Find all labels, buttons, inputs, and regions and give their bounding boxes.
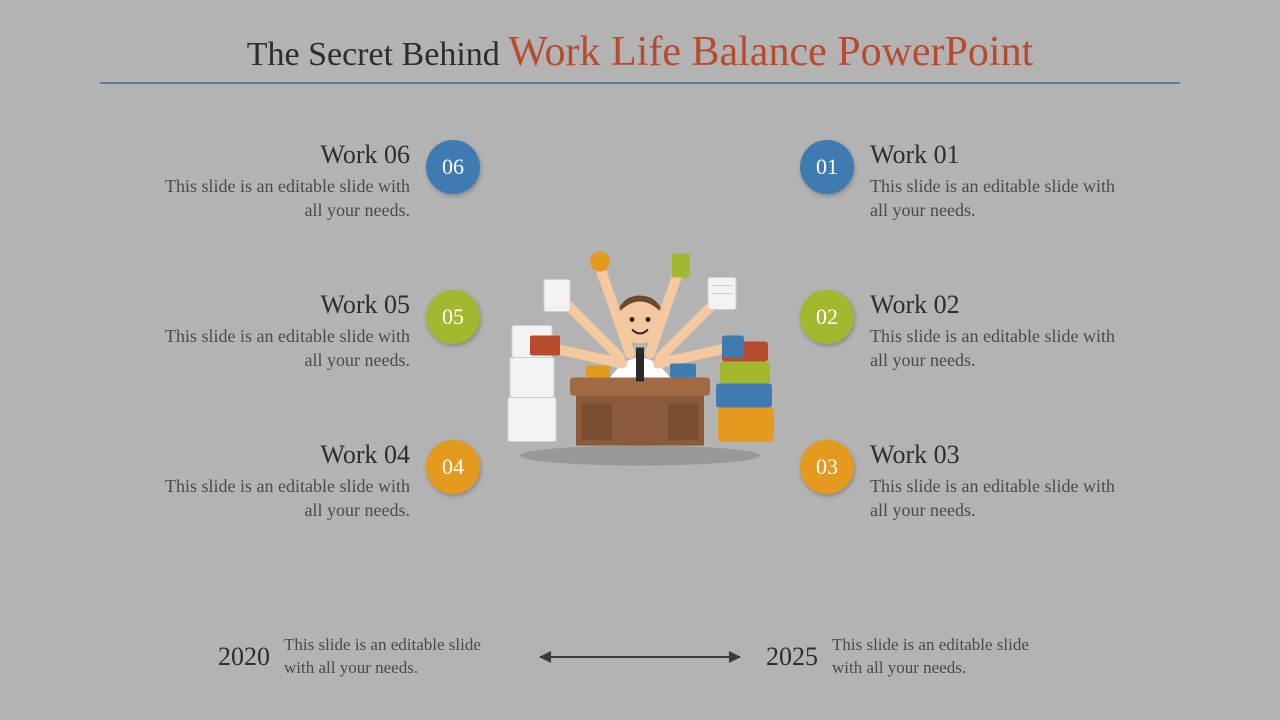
item-title: Work 04 xyxy=(150,440,410,470)
title-highlight: Work Life Balance PowerPoint xyxy=(508,29,1033,75)
badge-03: 03 xyxy=(800,440,854,494)
timeline-start: 2020 This slide is an editable slide wit… xyxy=(218,634,514,680)
badge-01: 01 xyxy=(800,140,854,194)
timeline-start-text: This slide is an editable slide with all… xyxy=(284,634,514,680)
item-desc: This slide is an editable slide with all… xyxy=(870,474,1130,523)
item-desc: This slide is an editable slide with all… xyxy=(870,174,1130,223)
item-title: Work 05 xyxy=(150,290,410,320)
item-desc: This slide is an editable slide with all… xyxy=(150,474,410,523)
timeline: 2020 This slide is an editable slide wit… xyxy=(0,634,1280,680)
badge-06: 06 xyxy=(426,140,480,194)
center-illustration xyxy=(490,208,790,473)
timeline-end: 2025 This slide is an editable slide wit… xyxy=(766,634,1062,680)
item-desc: This slide is an editable slide with all… xyxy=(150,174,410,223)
item-title: Work 03 xyxy=(870,440,1130,470)
timeline-end-text: This slide is an editable slide with all… xyxy=(832,634,1062,680)
item-title: Work 01 xyxy=(870,140,1130,170)
item-title: Work 06 xyxy=(150,140,410,170)
item-title: Work 02 xyxy=(870,290,1130,320)
timeline-arrow-icon xyxy=(540,656,740,658)
item-desc: This slide is an editable slide with all… xyxy=(150,324,410,373)
work-item-02: 02 Work 02 This slide is an editable sli… xyxy=(800,290,1240,373)
work-item-06: Work 06 This slide is an editable slide … xyxy=(40,140,480,223)
work-item-01: 01 Work 01 This slide is an editable sli… xyxy=(800,140,1240,223)
timeline-start-year: 2020 xyxy=(218,642,270,672)
badge-05: 05 xyxy=(426,290,480,344)
slide-title: The Secret Behind Work Life Balance Powe… xyxy=(0,28,1280,84)
work-item-03: 03 Work 03 This slide is an editable sli… xyxy=(800,440,1240,523)
badge-04: 04 xyxy=(426,440,480,494)
badge-02: 02 xyxy=(800,290,854,344)
work-item-04: Work 04 This slide is an editable slide … xyxy=(40,440,480,523)
item-desc: This slide is an editable slide with all… xyxy=(870,324,1130,373)
timeline-end-year: 2025 xyxy=(766,642,818,672)
title-underline xyxy=(100,82,1180,84)
work-item-05: Work 05 This slide is an editable slide … xyxy=(40,290,480,373)
title-prefix: The Secret Behind xyxy=(247,36,509,73)
